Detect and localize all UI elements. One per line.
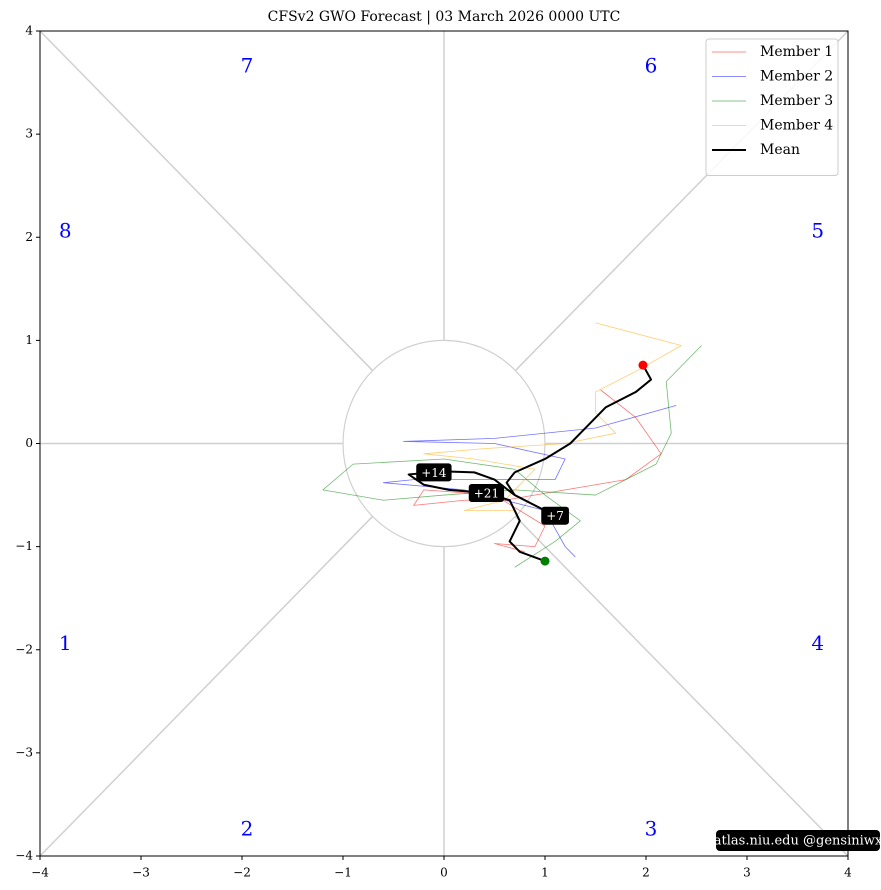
lead-label-text: +14: [421, 466, 447, 480]
phase-label: 6: [645, 54, 658, 78]
lead-label: +7: [541, 506, 569, 525]
member-line: [423, 322, 682, 511]
mean-line: [407, 364, 653, 563]
phase-label: 4: [811, 631, 824, 655]
y-tick-label: −3: [15, 745, 33, 759]
y-tick-label: −4: [15, 849, 33, 863]
legend-box: [705, 38, 839, 176]
legend-label: Member 3: [760, 93, 833, 109]
member-line: [322, 345, 702, 568]
watermark: atlas.niu.edu @gensiniwx: [714, 830, 881, 851]
x-tick-label: −2: [233, 866, 251, 880]
x-tick-label: −3: [132, 866, 150, 880]
phase-divider: [39, 515, 374, 857]
y-tick-label: 3: [25, 127, 33, 141]
lead-label-text: +7: [546, 509, 564, 523]
start-marker: [638, 360, 648, 370]
y-tick-label: 0: [25, 436, 33, 450]
unit-circle: [342, 339, 546, 548]
phase-label: 2: [241, 817, 254, 841]
y-tick-label: −2: [15, 642, 33, 656]
lead-label-box: [416, 463, 452, 482]
y-tick-label: 2: [25, 230, 33, 244]
phase-divider: [39, 30, 374, 372]
phase-label: 1: [59, 631, 72, 655]
y-tick-label: 1: [25, 333, 33, 347]
legend-label: Member 1: [760, 44, 833, 60]
phase-label: 8: [59, 219, 72, 243]
legend-label: Member 4: [760, 118, 833, 134]
lead-label-box: [541, 506, 569, 525]
x-tick-label: 3: [743, 866, 751, 880]
x-tick-label: 2: [642, 866, 650, 880]
phase-divider: [514, 515, 849, 857]
watermark-text: atlas.niu.edu @gensiniwx: [714, 834, 881, 849]
legend-label: Member 2: [760, 69, 833, 85]
y-tick-label: −1: [15, 539, 33, 553]
y-tick-label: 4: [25, 24, 33, 38]
x-tick-label: 0: [440, 866, 448, 880]
x-tick-label: −1: [334, 866, 352, 880]
lead-label: +14: [416, 463, 452, 482]
watermark-box: [716, 830, 880, 851]
x-tick-label: 1: [541, 866, 549, 880]
legend: Member 1 Member 2 Member 3 Member 4 Mean: [705, 38, 839, 176]
member-line: [413, 389, 662, 553]
phase-label: 7: [241, 54, 254, 78]
legend-label: Mean: [760, 142, 800, 158]
phase-label: 5: [811, 219, 824, 243]
lead-label-text: +21: [474, 487, 499, 501]
lead-label: +21: [468, 484, 505, 502]
end-marker: [540, 556, 550, 566]
x-tick-label: 4: [844, 866, 852, 880]
chart-title: CFSv2 GWO Forecast | 03 March 2026 0000 …: [268, 9, 621, 25]
phase-label: 3: [645, 817, 658, 841]
lead-label-box: [468, 484, 505, 502]
x-tick-label: −4: [31, 866, 49, 880]
